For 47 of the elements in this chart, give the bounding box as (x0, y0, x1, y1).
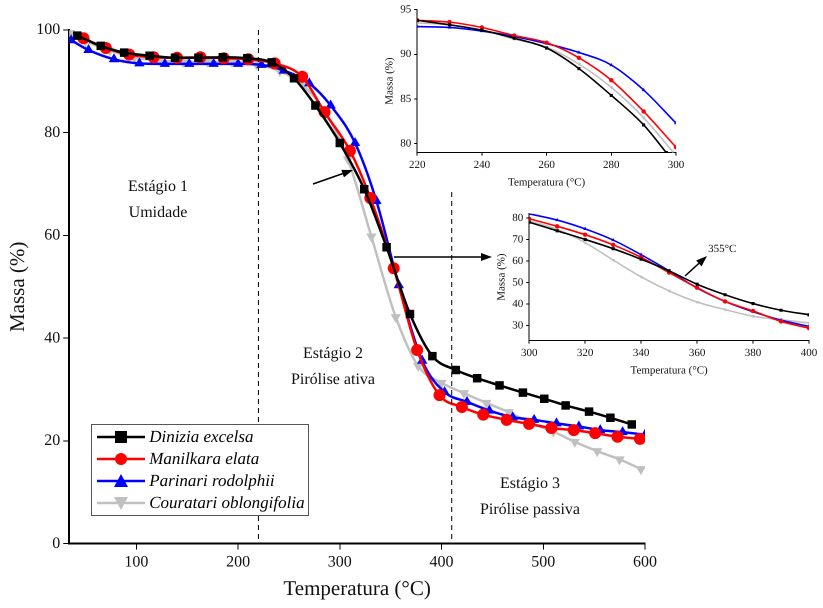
x-tick-label: 340 (632, 347, 650, 360)
x-axis-title: Temperatura (°C) (283, 576, 431, 600)
y-tick-label: 80 (512, 212, 524, 224)
x-tick-label: 240 (474, 159, 491, 172)
y-tick-label: 0 (52, 534, 60, 552)
x-tick-label: 360 (688, 347, 706, 360)
y-axis-title: Massa (%) (5, 242, 30, 332)
x-tick-label: 220 (408, 159, 426, 172)
x-tick-label: 300 (668, 159, 685, 172)
legend-label: Parinari rodolphii (149, 470, 275, 491)
legend-label: Dinizia excelsa (149, 426, 254, 447)
x-tick-label: 200 (226, 553, 250, 570)
y-tick-label: 50 (512, 276, 524, 288)
y-axis-title: Massa (%) (383, 57, 396, 105)
x-tick-label: 320 (576, 347, 594, 360)
y-tick-label: 95 (400, 3, 412, 16)
x-tick-label: 600 (633, 553, 657, 570)
x-tick-label: 300 (328, 553, 352, 570)
y-tick-label: 90 (400, 48, 412, 60)
annotation: 355°C (708, 242, 736, 256)
x-tick-label: 260 (538, 159, 556, 172)
y-tick-label: 80 (400, 138, 412, 150)
x-tick-label: 400 (800, 347, 818, 360)
x-axis-title: Temperatura (°C) (508, 176, 586, 188)
legend-label: Manilkara elata (149, 448, 260, 469)
x-tick-label: 280 (603, 159, 620, 172)
legend-label: Couratari oblongifolia (149, 492, 305, 513)
x-tick-label: 400 (430, 553, 454, 570)
y-tick-label: 40 (512, 298, 524, 310)
x-tick-label: 500 (531, 553, 556, 570)
x-axis-title: Temperatura (°C) (630, 364, 708, 376)
y-tick-label: 100 (36, 21, 60, 38)
x-tick-label: 380 (744, 347, 762, 360)
x-tick-label: 300 (520, 347, 538, 360)
x-tick-label: 100 (124, 553, 148, 570)
annotation: Estágio 1 Umidade (128, 177, 188, 223)
y-tick-label: 60 (512, 254, 524, 267)
y-tick-label: 60 (44, 226, 60, 244)
annotation: Estágio 2 Pirólise ativa (291, 344, 375, 390)
y-tick-label: 70 (512, 233, 524, 246)
y-tick-label: 40 (44, 329, 60, 346)
y-axis-title: Massa (%) (495, 253, 508, 301)
y-tick-label: 85 (400, 92, 412, 105)
annotation: Estágio 3 Pirólise passiva (480, 474, 580, 520)
y-tick-label: 80 (44, 124, 60, 141)
y-tick-label: 20 (44, 432, 60, 450)
y-tick-label: 30 (512, 319, 524, 332)
